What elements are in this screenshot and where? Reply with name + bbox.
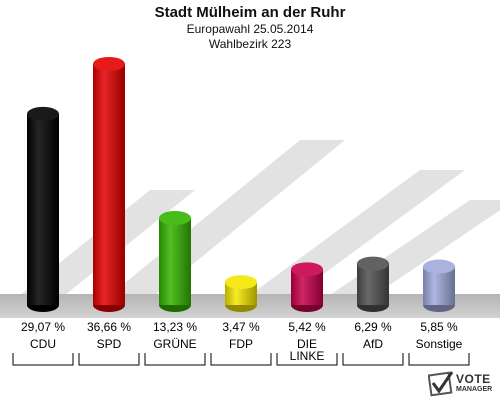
category-bracket: [78, 353, 140, 366]
bar-grüne: [159, 211, 191, 312]
value-label: 3,47 %: [222, 320, 260, 334]
value-label: 29,07 %: [21, 320, 65, 334]
category-bracket: [276, 353, 338, 366]
labels: 29,07 % CDU 36,66 % SPD 13,23 % GRÜNE 3,47 % FD…: [21, 320, 463, 363]
value-label: 36,66 %: [87, 320, 131, 334]
value-label: 5,85 %: [420, 320, 458, 334]
vote-check-icon: [428, 371, 454, 397]
bar-body: [159, 218, 191, 305]
chart-title: Stadt Mülheim an der Ruhr: [154, 4, 346, 21]
bar-spd: [93, 57, 125, 312]
bar-top: [27, 106, 59, 121]
bar-afd: [357, 256, 389, 312]
category-axis: [12, 353, 470, 366]
category-label: CDU: [30, 337, 56, 351]
category-label: LINKE: [290, 349, 325, 363]
value-label: 13,23 %: [153, 320, 197, 334]
category-label: GRÜNE: [153, 337, 196, 351]
logo-text-vote: VOTE: [456, 372, 491, 386]
bar-cdu: [27, 106, 59, 312]
logo-text-manager: MANAGER: [456, 386, 493, 393]
bar-die-linke: [291, 262, 323, 312]
category-label: DIE: [297, 337, 317, 351]
bar-sonstige: [423, 259, 455, 312]
bar-top: [225, 275, 257, 290]
value-label: 6,29 %: [354, 320, 392, 334]
bar-body: [27, 113, 59, 305]
category-bracket: [144, 353, 206, 366]
chart-subtitle-district: Wahlbezirk 223: [208, 37, 292, 51]
chart-header: Stadt Mülheim an der Ruhr Europawahl 25.…: [0, 4, 500, 52]
category-bracket: [210, 353, 272, 366]
category-bracket: [408, 353, 470, 366]
bar-top: [93, 57, 125, 71]
category-label: FDP: [229, 337, 253, 351]
bars: [27, 57, 455, 312]
value-label: 5,42 %: [288, 320, 326, 334]
category-bracket: [12, 353, 74, 366]
category-label: Sonstige: [416, 337, 463, 351]
bar-body: [93, 64, 125, 305]
category-label: SPD: [97, 337, 122, 351]
bar-top: [159, 211, 191, 226]
bar-top: [423, 259, 455, 274]
bar-top: [291, 262, 323, 277]
chart-subtitle-election: Europawahl 25.05.2014: [186, 22, 314, 36]
bar-fdp: [225, 275, 257, 312]
bar-top: [357, 256, 389, 271]
vote-manager-logo: VOTE MANAGER: [428, 370, 498, 398]
category-bracket: [342, 353, 404, 366]
category-label: AfD: [363, 337, 383, 351]
